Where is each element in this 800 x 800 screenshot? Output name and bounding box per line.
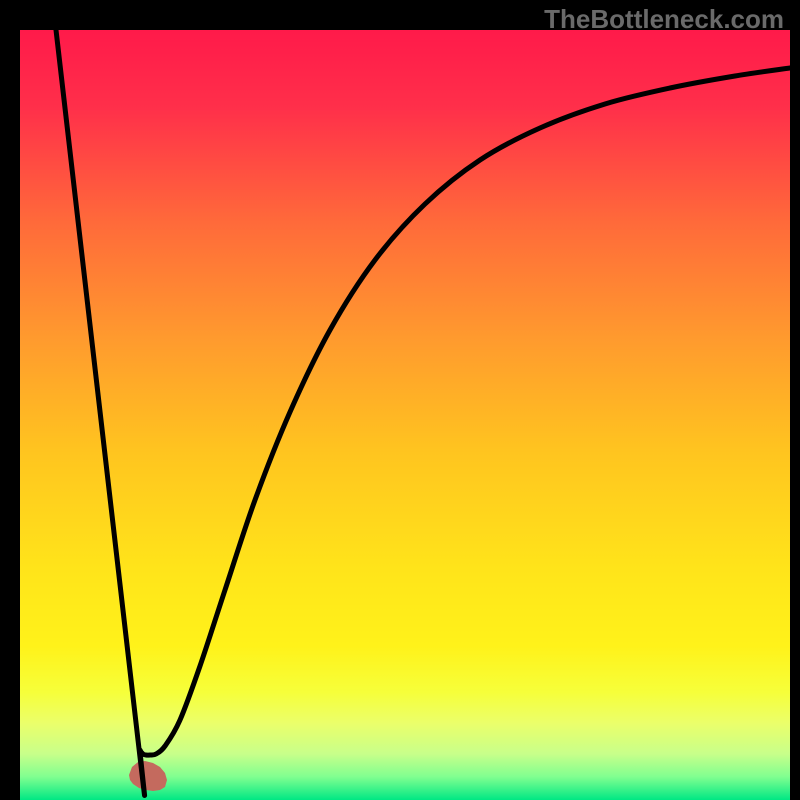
- curve-layer: [20, 30, 790, 800]
- min-marker: [129, 761, 167, 791]
- bottleneck-curve: [56, 30, 790, 795]
- plot-area: [20, 30, 790, 800]
- watermark-text: TheBottleneck.com: [544, 4, 784, 35]
- chart-container: TheBottleneck.com: [0, 0, 800, 800]
